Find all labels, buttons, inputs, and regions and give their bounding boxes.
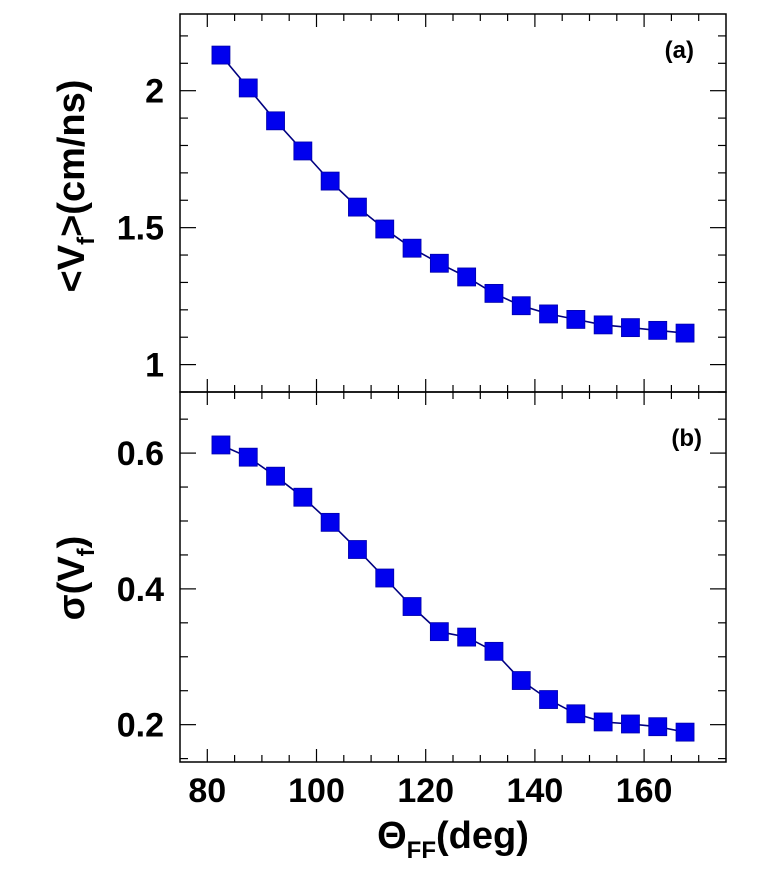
data-point: [539, 304, 558, 324]
data-point: [238, 78, 258, 98]
y-tick-label: 1.5: [117, 210, 164, 248]
data-point: [648, 320, 668, 340]
panel-a-series: [211, 45, 695, 343]
data-point: [320, 171, 340, 191]
y-tick-label: 0.2: [117, 707, 164, 745]
data-point: [593, 712, 613, 732]
y-tick-label: 0.6: [117, 435, 164, 473]
x-tick-label: 100: [288, 772, 345, 810]
x-axis-title: ΘFF(deg): [377, 815, 529, 864]
data-point: [484, 283, 504, 303]
panel-a: 11.52 (a) <Vf>(cm/ns): [51, 13, 727, 393]
x-tick-label: 80: [188, 772, 226, 810]
x-axis-tick-labels: 80 100 120 140 160: [188, 772, 672, 810]
x-tick-label: 120: [397, 772, 454, 810]
data-point: [429, 622, 449, 642]
data-point: [621, 714, 640, 734]
data-point: [211, 435, 231, 455]
data-point: [293, 487, 313, 507]
panel-b-series: [211, 435, 695, 742]
panel-b-ticks: 0.2 0.4 0.6: [117, 392, 726, 762]
data-point: [238, 447, 258, 467]
y-tick-label: 0.4: [117, 571, 164, 609]
panel-a-ticks: 11.52: [117, 14, 726, 393]
data-point: [566, 704, 586, 724]
data-point: [539, 690, 558, 709]
data-point: [675, 323, 695, 343]
data-point: [375, 568, 395, 588]
y-tick-label: 1: [145, 347, 164, 385]
panel-b: 0.2 0.4 0.6 (b) σ(Vf): [51, 391, 727, 763]
x-tick-label: 160: [616, 772, 673, 810]
x-tick-label: 140: [507, 772, 564, 810]
data-point: [675, 722, 695, 742]
data-point: [402, 597, 422, 616]
data-point: [457, 267, 477, 287]
data-point: [621, 318, 640, 338]
data-point: [511, 671, 531, 690]
data-point: [320, 512, 340, 532]
y-tick-label: 2: [145, 73, 164, 111]
panel-b-tag: (b): [671, 425, 702, 452]
data-point: [375, 219, 395, 239]
data-point: [484, 641, 504, 661]
panel-b-y-axis-title: σ(Vf): [51, 536, 100, 621]
data-point: [211, 45, 231, 65]
data-point: [402, 238, 422, 258]
data-point: [293, 141, 313, 161]
data-point: [511, 296, 531, 316]
data-point: [266, 111, 285, 131]
panel-a-tag: (a): [665, 37, 694, 64]
data-point: [648, 717, 668, 737]
panel-a-y-axis-title: <Vf>(cm/ns): [51, 80, 100, 293]
data-point: [348, 197, 367, 217]
data-point: [266, 466, 285, 486]
data-point: [429, 253, 449, 273]
data-point: [348, 540, 367, 559]
data-point: [566, 310, 586, 329]
data-point: [457, 627, 477, 647]
data-point: [593, 315, 613, 335]
